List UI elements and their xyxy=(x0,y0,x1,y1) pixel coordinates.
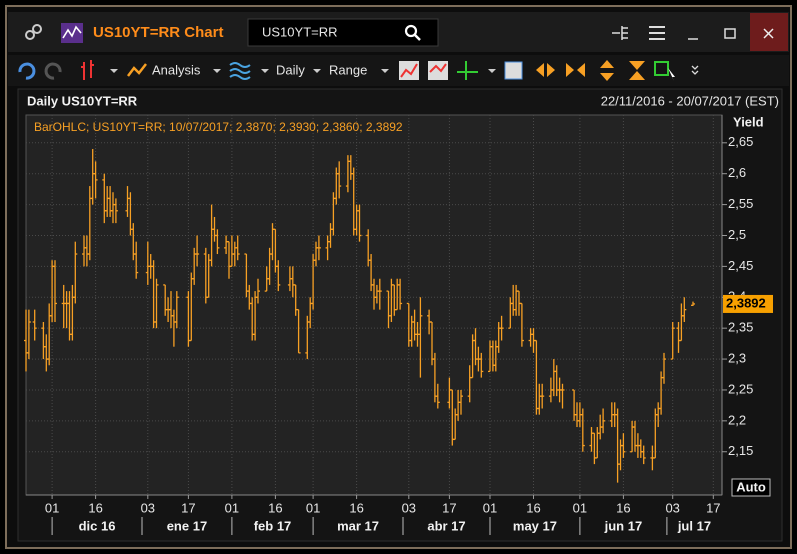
x-tick-label: 17 xyxy=(181,500,195,515)
arrow-icons[interactable] xyxy=(536,60,645,81)
menu-icon[interactable] xyxy=(649,26,665,40)
month-label: ene 17 xyxy=(167,518,207,533)
x-tick-label: 17 xyxy=(442,500,456,515)
link-icon[interactable] xyxy=(25,24,42,40)
analysis-menu[interactable]: Analysis xyxy=(152,62,201,77)
crosshair-icon[interactable] xyxy=(457,61,478,80)
app-icon-line xyxy=(62,25,82,39)
last-value-label: 2,3892 xyxy=(726,295,766,310)
select-icon[interactable] xyxy=(654,61,669,76)
dropdown[interactable] xyxy=(313,69,321,73)
more-icon[interactable] xyxy=(691,65,699,75)
x-tick-label: 01 xyxy=(573,500,587,515)
x-tick-label: 16 xyxy=(88,500,102,515)
auto-label[interactable]: Auto xyxy=(736,479,766,494)
y-tick-label: 2,15 xyxy=(728,443,753,458)
search-icon[interactable] xyxy=(404,24,421,41)
bar-type-icon[interactable] xyxy=(81,60,94,80)
dropdown[interactable] xyxy=(381,69,389,73)
x-tick-label: 16 xyxy=(268,500,282,515)
month-label: feb 17 xyxy=(254,518,292,533)
dropdown[interactable] xyxy=(488,69,496,73)
month-label: jun 17 xyxy=(604,518,643,533)
window-title: US10YT=RR Chart xyxy=(93,24,223,41)
axes: 2,152,22,252,32,352,42,452,52,552,62,650… xyxy=(45,134,773,535)
dropdown[interactable] xyxy=(213,69,221,73)
x-tick-label: 17 xyxy=(706,500,720,515)
x-tick-label: 03 xyxy=(665,500,679,515)
month-label: abr 17 xyxy=(427,518,465,533)
wave-icon[interactable] xyxy=(229,62,251,80)
close-icon xyxy=(763,28,774,39)
compare-icon-line xyxy=(429,63,447,73)
y-tick-label: 2,2 xyxy=(728,412,746,427)
x-tick-label: 03 xyxy=(141,500,155,515)
y-axis-title: Yield xyxy=(733,114,764,129)
analysis-icon[interactable] xyxy=(127,63,147,77)
chart-header: Daily US10YT=RR xyxy=(27,93,138,108)
grid xyxy=(26,115,722,495)
x-tick-label: 01 xyxy=(306,500,320,515)
y-tick-label: 2,55 xyxy=(728,196,753,211)
month-label: mar 17 xyxy=(337,518,379,533)
legend: BarOHLC; US10YT=RR; 10/07/2017; 2,3870; … xyxy=(34,120,403,134)
last-value-tag xyxy=(723,294,773,313)
cursor-icon xyxy=(668,68,675,81)
compare-icon[interactable] xyxy=(428,61,448,80)
chart-icon-line xyxy=(400,63,418,78)
month-label: dic 16 xyxy=(79,518,116,533)
zoom-icon[interactable] xyxy=(504,61,523,80)
y-tick-label: 2,6 xyxy=(728,165,746,180)
x-tick-label: 16 xyxy=(616,500,630,515)
y-tick-label: 2,45 xyxy=(728,258,753,273)
date-range: 22/11/2016 - 20/07/2017 (EST) xyxy=(601,93,779,108)
x-tick-label: 01 xyxy=(45,500,59,515)
tree-icon[interactable] xyxy=(612,26,628,40)
auto-button[interactable] xyxy=(731,478,771,497)
search-text[interactable]: US10YT=RR xyxy=(262,24,338,39)
y-tick-label: 2,3 xyxy=(728,351,746,366)
redo-icon[interactable] xyxy=(44,62,62,80)
x-tick-label: 01 xyxy=(483,500,497,515)
interval-menu[interactable]: Daily xyxy=(276,62,305,77)
app-icon xyxy=(61,23,83,43)
dropdown[interactable] xyxy=(110,69,118,73)
y-tick-label: 2,5 xyxy=(728,227,746,242)
range-menu[interactable]: Range xyxy=(329,62,367,77)
bars xyxy=(24,148,695,483)
undo-icon[interactable] xyxy=(18,62,36,80)
dropdown[interactable] xyxy=(261,69,269,73)
y-tick-label: 2,65 xyxy=(728,134,753,149)
x-tick-label: 03 xyxy=(402,500,416,515)
month-label: may 17 xyxy=(513,518,557,533)
x-tick-label: 16 xyxy=(349,500,363,515)
y-tick-label: 2,35 xyxy=(728,320,753,335)
y-tick-label: 2,25 xyxy=(728,381,753,396)
chart-icon[interactable] xyxy=(399,61,419,80)
month-label: jul 17 xyxy=(677,518,711,533)
x-tick-label: 01 xyxy=(225,500,239,515)
toolbar xyxy=(8,55,789,86)
maximize-button[interactable] xyxy=(724,28,736,39)
x-tick-label: 16 xyxy=(526,500,540,515)
